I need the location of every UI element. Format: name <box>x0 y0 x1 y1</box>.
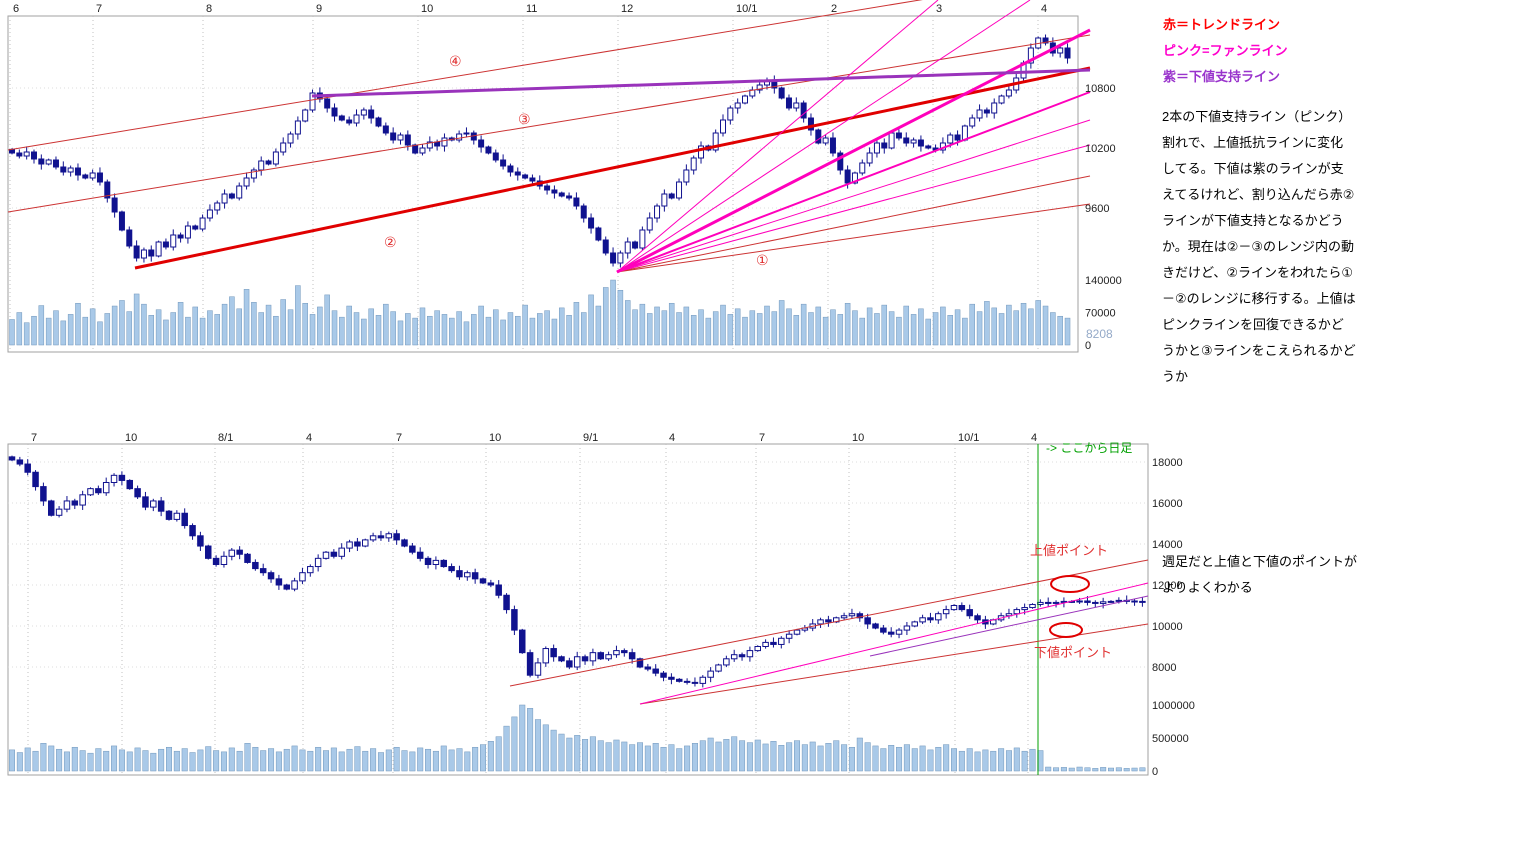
weekly-note: 週足だと上値と下値のポイントがよりよくわかる <box>1162 554 1358 595</box>
line-legend: 赤＝トレンドライン ピンク=ファンライン 紫＝下値支持ライン <box>1163 12 1288 90</box>
annotation-lines-layer <box>7 0 1091 274</box>
svg-text:10/1: 10/1 <box>736 3 757 15</box>
svg-text:4: 4 <box>306 432 312 444</box>
svg-text:-> ここから日足: -> ここから日足 <box>1046 441 1132 455</box>
axis-labels-layer: 6 7 8 9 10 11 12 10/1 2 3 4 10800 10200 9600 140000 700… <box>13 3 1122 352</box>
svg-text:0: 0 <box>1085 340 1091 352</box>
svg-text:8/1: 8/1 <box>218 432 233 444</box>
grid-layer <box>7 443 1149 776</box>
legend-fanline-pink: ピンク=ファンライン <box>1163 43 1288 58</box>
svg-text:②: ② <box>384 234 397 250</box>
svg-text:500000: 500000 <box>1152 733 1189 745</box>
svg-text:上値ポイント: 上値ポイント <box>1030 543 1108 558</box>
svg-text:10: 10 <box>489 432 501 444</box>
legend-supportline-purple: 紫＝下値支持ライン <box>1163 69 1281 84</box>
volume-layer <box>9 279 1071 346</box>
axis-labels-layer: 7 10 8/1 4 7 10 9/1 4 7 10 10/1 4 18000 16000 14000 120… <box>31 432 1195 778</box>
volume-layer <box>9 704 1146 772</box>
svg-text:④: ④ <box>449 53 462 69</box>
svg-text:12: 12 <box>621 3 633 15</box>
svg-text:4: 4 <box>1041 3 1047 15</box>
svg-text:①: ① <box>756 252 769 268</box>
svg-text:14000: 14000 <box>1152 539 1183 551</box>
svg-text:2: 2 <box>831 3 837 15</box>
svg-text:10000: 10000 <box>1152 621 1183 633</box>
upper-candlestick-chart: 6 7 8 9 10 11 12 10/1 2 3 4 10800 10200 9600 140000 700… <box>7 0 1122 353</box>
svg-text:4: 4 <box>669 432 675 444</box>
svg-text:140000: 140000 <box>1085 275 1122 287</box>
svg-text:70000: 70000 <box>1085 308 1116 320</box>
svg-text:9: 9 <box>316 3 322 15</box>
svg-text:10: 10 <box>852 432 864 444</box>
svg-text:③: ③ <box>518 111 531 127</box>
svg-text:下値ポイント: 下値ポイント <box>1034 645 1112 660</box>
svg-text:8000: 8000 <box>1152 662 1176 674</box>
svg-text:10: 10 <box>125 432 137 444</box>
legend-trendline-red: 赤＝トレンドライン <box>1163 17 1281 32</box>
svg-text:6: 6 <box>13 3 19 15</box>
lower-candlestick-chart: 7 10 8/1 4 7 10 9/1 4 7 10 10/1 4 18000 16000 14000 120… <box>7 432 1195 778</box>
svg-text:10200: 10200 <box>1085 143 1116 155</box>
svg-text:10800: 10800 <box>1085 83 1116 95</box>
svg-text:3: 3 <box>936 3 942 15</box>
svg-text:10: 10 <box>421 3 433 15</box>
svg-text:10/1: 10/1 <box>958 432 979 444</box>
svg-text:7: 7 <box>759 432 765 444</box>
grid-layer <box>7 15 1079 353</box>
candles-layer <box>9 34 1071 268</box>
svg-text:7: 7 <box>31 432 37 444</box>
svg-text:7: 7 <box>96 3 102 15</box>
svg-text:4: 4 <box>1031 432 1037 444</box>
svg-text:8208: 8208 <box>1086 327 1113 341</box>
svg-text:0: 0 <box>1152 766 1158 778</box>
svg-text:8: 8 <box>206 3 212 15</box>
svg-text:11: 11 <box>526 3 537 15</box>
svg-text:7: 7 <box>396 432 402 444</box>
svg-text:1000000: 1000000 <box>1152 700 1195 712</box>
svg-text:9/1: 9/1 <box>583 432 598 444</box>
annotation-lines-layer <box>509 444 1149 775</box>
svg-text:9600: 9600 <box>1085 203 1109 215</box>
candles-layer <box>8 455 1146 688</box>
analysis-note: 2本の下値支持ライン（ピンク）割れで、上値抵抗ラインに変化してる。下値は紫のライ… <box>1162 109 1356 384</box>
svg-text:12000: 12000 <box>1152 580 1183 592</box>
svg-text:18000: 18000 <box>1152 457 1183 469</box>
svg-text:16000: 16000 <box>1152 498 1183 510</box>
